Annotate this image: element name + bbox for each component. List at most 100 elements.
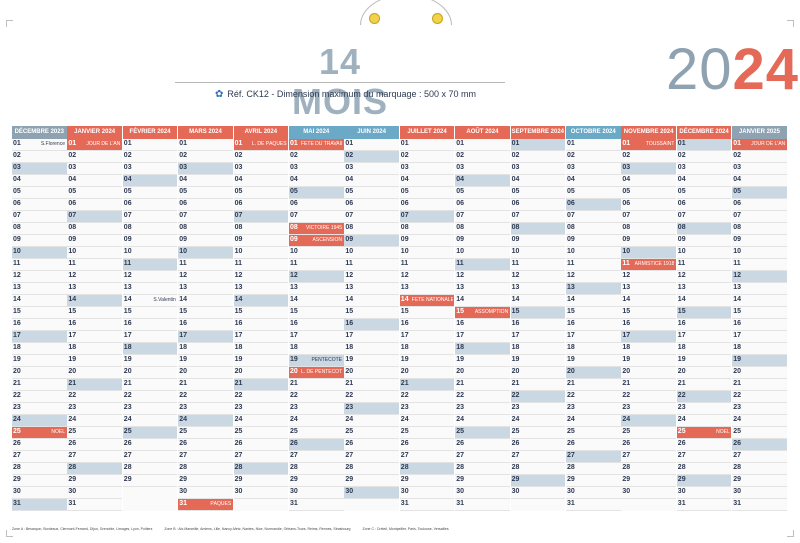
- day-number: 20: [179, 368, 187, 375]
- day-cell: 01: [510, 139, 566, 151]
- day-number: 04: [400, 176, 409, 183]
- day-number: 14: [13, 296, 21, 303]
- zone-b-text: Zone B : Aix-Marseille, Amiens, Lille, N…: [164, 527, 351, 531]
- day-number: 22: [345, 392, 354, 399]
- day-cell: 06: [12, 199, 67, 211]
- day-number: 24: [567, 416, 575, 423]
- day-cell: 08: [621, 223, 676, 235]
- day-cell: 07: [732, 211, 787, 223]
- day-cell: 24: [566, 415, 621, 427]
- day-cell: 31: [566, 499, 621, 511]
- day-number: 12: [345, 272, 354, 279]
- day-number: 27: [733, 452, 741, 459]
- day-cell: 05: [399, 187, 455, 199]
- day-number: 24: [622, 416, 631, 423]
- day-cell: 14: [676, 295, 732, 307]
- day-number: 28: [345, 464, 354, 471]
- day-number: 14: [567, 296, 575, 303]
- day-cell: 11: [676, 259, 732, 271]
- day-number: 22: [511, 392, 520, 399]
- month-column: SEPTEMBRE 2024 01 02 03 04 05 06 07 08 09 10 11 12 13…: [510, 126, 566, 511]
- day-cell: 04: [233, 175, 289, 187]
- day-cell: 04: [455, 175, 510, 187]
- day-cell: 31: [12, 499, 67, 511]
- day-number: 14: [456, 296, 464, 303]
- day-cell: 01: [566, 139, 621, 151]
- day-cell: 26: [399, 439, 455, 451]
- day-number: 04: [456, 176, 464, 183]
- day-cell: 12: [122, 271, 178, 283]
- day-cell: 10: [399, 247, 455, 259]
- day-number: 12: [677, 272, 686, 279]
- day-cell: 25: [455, 427, 510, 439]
- day-cell: 15: [566, 307, 621, 319]
- day-cell: 31: [399, 499, 455, 511]
- day-number: 10: [123, 248, 132, 255]
- day-number: 28: [733, 464, 741, 471]
- day-number: 11: [179, 260, 187, 267]
- day-number: 09: [511, 236, 520, 243]
- day-cell: 02: [289, 151, 344, 163]
- day-number: 01: [345, 140, 354, 147]
- day-cell: 31: [676, 499, 732, 511]
- day-cell: 26: [566, 439, 621, 451]
- day-number: 23: [677, 404, 686, 411]
- day-number: 24: [511, 416, 520, 423]
- day-number: 12: [622, 272, 631, 279]
- day-number: 03: [456, 164, 464, 171]
- day-number: 17: [123, 332, 132, 339]
- day-cell: 18: [67, 343, 122, 355]
- day-number: 21: [511, 380, 520, 387]
- day-cell: 17: [67, 331, 122, 343]
- day-label: VICTOIRE 1945: [305, 225, 342, 231]
- day-number: 09: [400, 236, 409, 243]
- day-cell: 02: [676, 151, 732, 163]
- day-cell: 13: [455, 283, 510, 295]
- day-cell: 29: [67, 475, 122, 487]
- day-number: 10: [179, 248, 187, 255]
- day-number: 12: [400, 272, 409, 279]
- day-number: 08: [179, 224, 187, 231]
- day-cell: 23: [67, 403, 122, 415]
- day-number: 26: [456, 440, 464, 447]
- day-number: 20: [677, 368, 686, 375]
- day-number: 16: [234, 320, 243, 327]
- day-number: 15: [400, 308, 409, 315]
- month-header: FÉVRIER 2024: [122, 126, 178, 139]
- month-header: JANVIER 2025: [732, 126, 787, 139]
- month-header: JUIN 2024: [344, 126, 399, 139]
- day-cell: 27: [399, 451, 455, 463]
- day-cell: 01: [344, 139, 399, 151]
- day-number: 28: [622, 464, 631, 471]
- month-column: MAI 2024 01 FÊTE DU TRAVAIL 02 03 04 05 06 07 08 V…: [289, 126, 344, 511]
- day-number: 05: [456, 188, 464, 195]
- day-number: 30: [290, 488, 298, 495]
- day-number: 10: [567, 248, 575, 255]
- day-number: 08: [567, 224, 575, 231]
- day-cell: 15: [178, 307, 233, 319]
- day-cell: 16: [676, 319, 732, 331]
- day-number: 18: [733, 344, 741, 351]
- day-number: 09: [622, 236, 631, 243]
- day-cell: 11: [178, 259, 233, 271]
- day-number: 11: [456, 260, 464, 267]
- day-cell: 16: [178, 319, 233, 331]
- day-cell: 11: [344, 259, 399, 271]
- day-number: 05: [123, 188, 132, 195]
- day-number: 15: [511, 308, 520, 315]
- day-cell: 30: [566, 487, 621, 499]
- day-number: 24: [234, 416, 243, 423]
- day-number: 15: [234, 308, 243, 315]
- day-number: 19: [511, 356, 520, 363]
- day-number: 25: [733, 428, 741, 435]
- day-number: 01: [290, 140, 298, 147]
- day-number: 06: [123, 200, 132, 207]
- day-cell: 20: [732, 367, 787, 379]
- day-number: 15: [179, 308, 187, 315]
- day-number: 24: [123, 416, 132, 423]
- day-cell: 12: [455, 271, 510, 283]
- day-number: 22: [733, 392, 741, 399]
- day-cell: 05: [455, 187, 510, 199]
- day-number: 13: [511, 284, 520, 291]
- day-cell: 12: [12, 271, 67, 283]
